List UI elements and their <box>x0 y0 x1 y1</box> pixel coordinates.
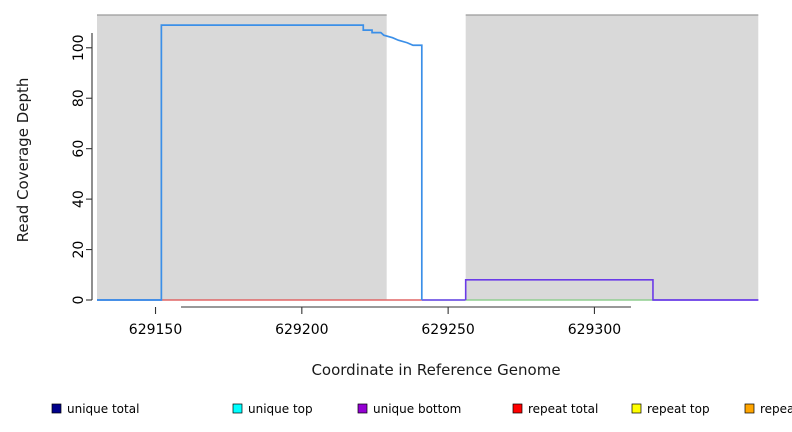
y-tick-label: 100 <box>71 34 87 61</box>
y-tick-label: 20 <box>71 241 87 259</box>
y-tick-label: 0 <box>71 296 87 305</box>
legend-swatch-unique-top <box>232 403 243 414</box>
x-tick-group: 629150 629200 629250 629300 <box>129 307 621 338</box>
y-tick-label: 40 <box>71 190 87 208</box>
y-tick-label: 60 <box>71 140 87 158</box>
legend-swatch-unique-bottom <box>357 403 368 414</box>
x-axis-title: Coordinate in Reference Genome <box>311 361 560 379</box>
x-tick-label: 629150 <box>129 322 182 338</box>
legend-label-repeat-bottom: repeat bottom <box>760 402 792 416</box>
series-group <box>97 24 759 301</box>
legend-swatch-unique-total <box>51 403 62 414</box>
legend-label-repeat-total: repeat total <box>528 402 598 416</box>
legend-label-unique-bottom: unique bottom <box>373 402 461 416</box>
legend-swatch-repeat-total <box>512 403 523 414</box>
shaded-region-group <box>97 14 759 300</box>
annotation-block-right <box>465 15 759 300</box>
x-tick-label: 629250 <box>421 322 474 338</box>
x-axis: 629150 629200 629250 629300 Coordinate in R… <box>129 306 631 379</box>
legend-label-repeat-top: repeat top <box>647 402 710 416</box>
chart-legend: unique total unique top unique bottom repea… <box>51 402 792 416</box>
series-unique-total-peak <box>97 24 423 301</box>
y-axis: 0 20 40 60 80 100 Read Coverage Depth <box>14 33 93 304</box>
y-axis-title: Read Coverage Depth <box>14 78 32 243</box>
x-tick-label: 629300 <box>568 322 621 338</box>
legend-swatch-repeat-bottom <box>744 403 755 414</box>
series-unique-bottom-plateau <box>464 279 759 301</box>
legend-swatch-repeat-top <box>631 403 642 414</box>
annotation-block-left <box>97 15 387 300</box>
legend-label-unique-top: unique top <box>248 402 313 416</box>
y-tick-group: 0 20 40 60 80 100 <box>71 34 92 304</box>
legend-label-unique-total: unique total <box>67 402 139 416</box>
x-tick-label: 629200 <box>275 322 328 338</box>
y-tick-label: 80 <box>71 89 87 107</box>
